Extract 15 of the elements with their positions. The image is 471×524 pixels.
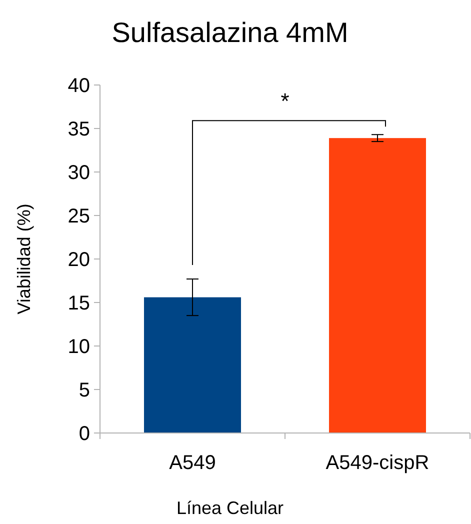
- y-tick-label: 35: [68, 118, 90, 140]
- y-axis-title: Viabilidad (%): [14, 204, 34, 314]
- y-tick-label: 10: [68, 336, 90, 358]
- x-tick-label: A549: [169, 452, 216, 474]
- y-tick-label: 25: [68, 206, 90, 228]
- x-tick-label: A549-cispR: [326, 452, 430, 474]
- y-tick-label: 15: [68, 292, 90, 314]
- y-tick-label: 5: [78, 380, 90, 402]
- y-tick-label: 40: [68, 75, 90, 97]
- y-tick-label: 30: [68, 162, 90, 184]
- y-tick-label: 20: [68, 249, 90, 271]
- chart-title: Sulfasalazina 4mM: [112, 17, 348, 48]
- x-axis-title: Línea Celular: [176, 498, 284, 518]
- y-tick-label: 0: [78, 423, 90, 445]
- annotation: *: [280, 88, 290, 114]
